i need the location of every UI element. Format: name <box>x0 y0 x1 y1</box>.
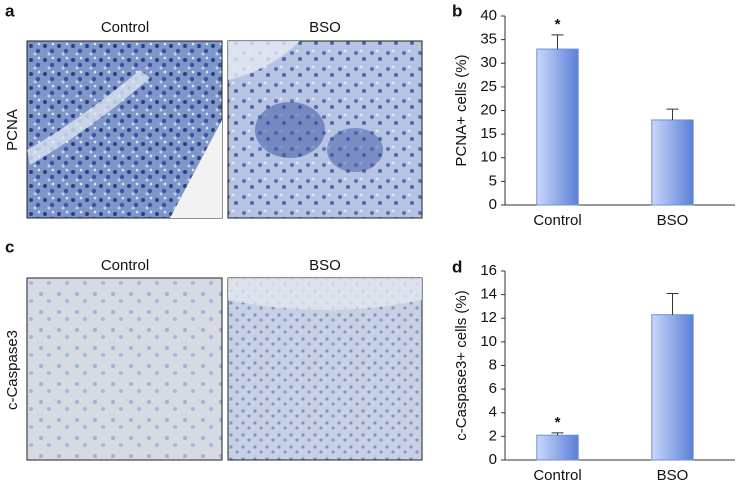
panel-letter: b <box>452 1 462 20</box>
image-a-control <box>26 40 223 219</box>
bar <box>651 119 694 206</box>
y-tick-label: 0 <box>489 451 497 468</box>
column-label: BSO <box>309 19 341 36</box>
image-c-control <box>26 277 223 461</box>
bar <box>536 434 579 461</box>
y-tick-label: 25 <box>480 78 497 95</box>
x-tick-label: BSO <box>657 212 689 229</box>
y-tick-label: 4 <box>489 404 497 421</box>
annotation: * <box>555 16 561 33</box>
y-tick-label: 12 <box>480 309 497 326</box>
y-tick-label: 16 <box>480 262 497 279</box>
y-tick-label: 30 <box>480 54 497 71</box>
row-label: PCNA <box>4 109 21 151</box>
y-tick-label: 20 <box>480 101 497 118</box>
y-tick-label: 35 <box>480 31 497 48</box>
image-c-bso <box>227 277 423 461</box>
y-tick-label: 15 <box>480 125 497 142</box>
y-axis-label: PCNA+ cells (%) <box>453 54 470 166</box>
column-label: Control <box>101 19 149 36</box>
image-a-bso <box>227 40 423 219</box>
x-tick-label: Control <box>533 212 581 229</box>
error-bar <box>551 432 564 436</box>
error-bar <box>666 292 679 315</box>
panel-letter: c <box>5 237 14 256</box>
column-label: BSO <box>309 257 341 274</box>
y-tick-label: 10 <box>480 149 497 166</box>
bar <box>536 48 579 206</box>
y-tick-label: 0 <box>489 196 497 213</box>
panel-letter: d <box>452 257 462 276</box>
error-bar <box>551 34 564 50</box>
panel-letter: a <box>5 1 15 20</box>
bar <box>651 314 694 461</box>
row-label: c-Caspase3 <box>4 330 21 410</box>
x-tick-label: Control <box>533 467 581 484</box>
error-bar <box>666 108 679 120</box>
y-tick-label: 14 <box>480 286 497 303</box>
y-tick-label: 10 <box>480 333 497 350</box>
y-tick-label: 40 <box>480 7 497 24</box>
column-label: Control <box>101 257 149 274</box>
annotation: * <box>555 414 561 431</box>
y-tick-label: 8 <box>489 356 497 373</box>
x-tick-label: BSO <box>657 467 689 484</box>
y-tick-label: 5 <box>489 172 497 189</box>
y-tick-label: 2 <box>489 427 497 444</box>
y-tick-label: 6 <box>489 380 497 397</box>
y-axis-label: c-Caspase3+ cells (%) <box>453 290 470 440</box>
